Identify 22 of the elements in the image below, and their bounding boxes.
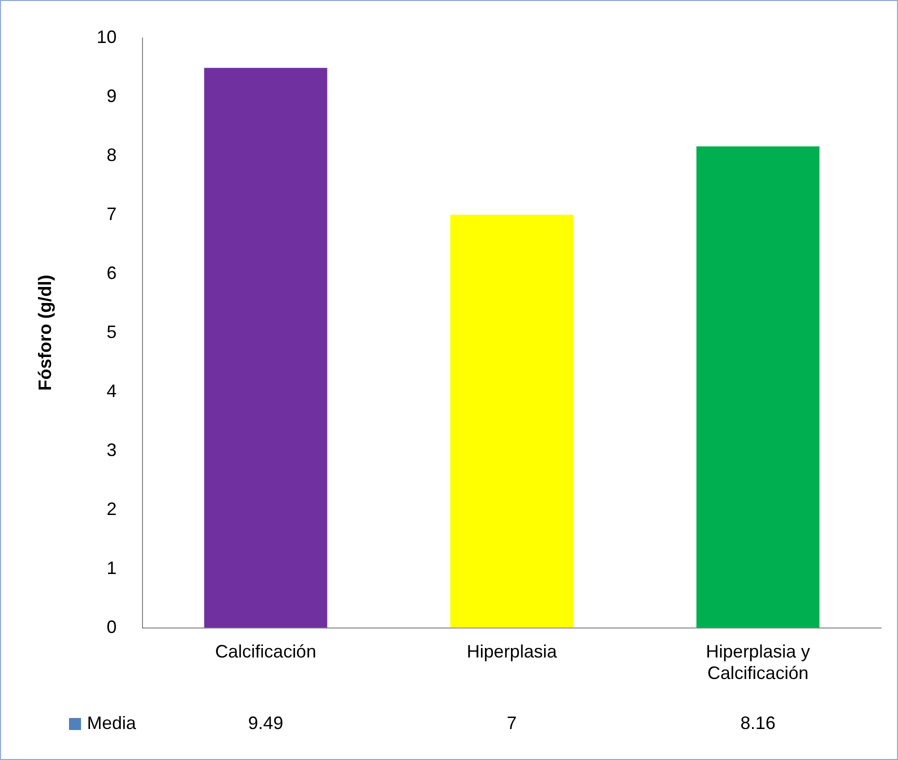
x-tick-label: Calcificación [215, 642, 316, 662]
y-tick-label: 1 [106, 558, 117, 578]
x-tick-label: Hiperplasia y Calcificación [706, 642, 810, 684]
bar [450, 214, 574, 628]
bar [204, 68, 328, 628]
text: Media [87, 712, 138, 733]
y-tick-label: 0 [106, 616, 117, 637]
y-tick-label: 5 [106, 322, 117, 342]
y-tick-label: 2 [106, 498, 117, 519]
y-tick-label: 3 [106, 440, 117, 460]
y-tick-label: 6 [106, 262, 117, 283]
data-label: 9.49 [248, 712, 284, 733]
y-axis-title: Fósforo (g/dl) [34, 274, 55, 391]
x-tick-label: Hiperplasia [466, 642, 558, 662]
y-tick-label: 9 [106, 86, 117, 106]
y-tick-label: 8 [106, 144, 117, 165]
y-tick-label: 4 [106, 380, 117, 401]
data-label: 7 [506, 712, 517, 733]
y-tick-label: 10 [96, 26, 117, 47]
data-label: 8.16 [740, 712, 776, 733]
y-tick-label: 7 [106, 204, 117, 224]
bar [696, 146, 820, 628]
